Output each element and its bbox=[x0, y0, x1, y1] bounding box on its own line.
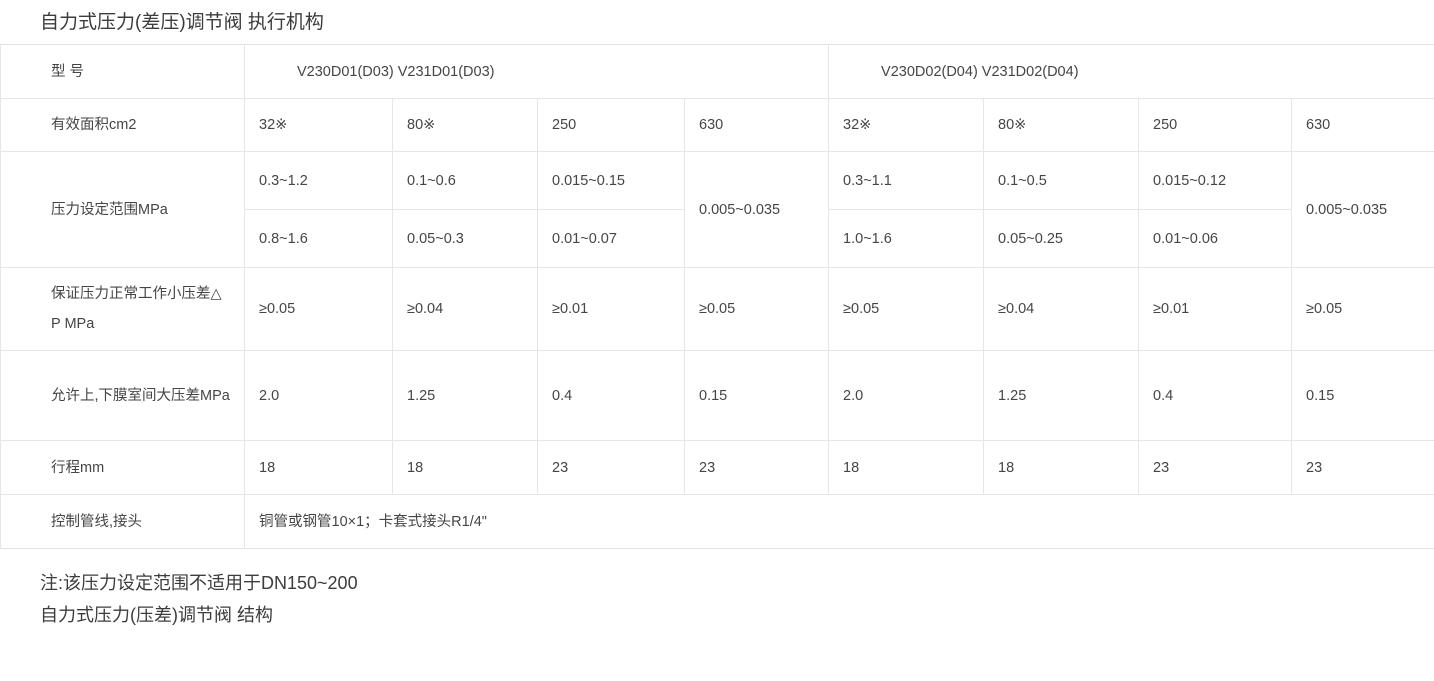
row-label-model: 型 号 bbox=[0, 44, 245, 99]
table-row-effective-area: 有效面积cm2 32※ 80※ 250 630 32※ 80※ 250 630 bbox=[0, 98, 1434, 152]
cell-allowed-max-dp-4: 0.15 bbox=[684, 350, 830, 441]
cell-stroke-8: 23 bbox=[1291, 440, 1434, 495]
cell-stroke-6: 18 bbox=[983, 440, 1140, 495]
cell-guaranteed-min-dp-8: ≥0.05 bbox=[1291, 267, 1434, 351]
cell-pressure-range-a-2: 0.1~0.6 bbox=[392, 151, 538, 210]
specification-table: 型 号 V230D01(D03) V231D01(D03) V230D02(D0… bbox=[0, 44, 1434, 549]
cell-pressure-range-b-5: 0.05~0.25 bbox=[983, 209, 1140, 268]
row-label-effective-area: 有效面积cm2 bbox=[0, 98, 245, 152]
cell-allowed-max-dp-3: 0.4 bbox=[537, 350, 685, 441]
cell-effective-area-1: 32※ bbox=[244, 98, 393, 152]
cell-effective-area-8: 630 bbox=[1291, 98, 1434, 152]
cell-pressure-range-a-1: 0.3~1.2 bbox=[244, 151, 393, 210]
footnote-pressure-range-note: 注:该压力设定范围不适用于DN150~200 bbox=[40, 573, 358, 593]
cell-guaranteed-min-dp-4: ≥0.05 bbox=[684, 267, 830, 351]
cell-allowed-max-dp-6: 1.25 bbox=[983, 350, 1140, 441]
cell-pressure-range-b-1: 0.8~1.6 bbox=[244, 209, 393, 268]
cell-guaranteed-min-dp-3: ≥0.01 bbox=[537, 267, 685, 351]
cell-stroke-2: 18 bbox=[392, 440, 538, 495]
table-row-pressure-range-upper: 压力设定范围MPa 0.3~1.2 0.1~0.6 0.015~0.15 0.0… bbox=[0, 151, 1434, 268]
cell-guaranteed-min-dp-7: ≥0.01 bbox=[1138, 267, 1293, 351]
table-row-control-piping: 控制管线,接头 铜管或钢管10×1；卡套式接头R1/4" bbox=[0, 494, 1434, 549]
cell-pressure-range-630-left: 0.005~0.035 bbox=[684, 151, 830, 268]
table-row-stroke: 行程mm 18 18 23 23 18 18 23 23 bbox=[0, 440, 1434, 495]
cell-allowed-max-dp-8: 0.15 bbox=[1291, 350, 1434, 441]
cell-stroke-5: 18 bbox=[828, 440, 985, 495]
cell-stroke-7: 23 bbox=[1138, 440, 1293, 495]
table-row-model: 型 号 V230D01(D03) V231D01(D03) V230D02(D0… bbox=[0, 44, 1434, 99]
cell-pressure-range-b-4: 1.0~1.6 bbox=[828, 209, 985, 268]
table-row-pressure-range-lower: 0.8~1.6 0.05~0.3 0.01~0.07 1.0~1.6 0.05~… bbox=[1, 209, 1434, 268]
cell-effective-area-5: 32※ bbox=[828, 98, 985, 152]
cell-effective-area-7: 250 bbox=[1138, 98, 1293, 152]
row-label-allowed-max-dp: 允许上,下膜室间大压差MPa bbox=[0, 350, 245, 441]
cell-stroke-4: 23 bbox=[684, 440, 830, 495]
cell-allowed-max-dp-5: 2.0 bbox=[828, 350, 985, 441]
cell-control-piping-value: 铜管或钢管10×1；卡套式接头R1/4" bbox=[244, 494, 1434, 549]
row-label-pressure-range: 压力设定范围MPa bbox=[0, 151, 245, 268]
row-label-guaranteed-min-dp: 保证压力正常工作小压差△P MPa bbox=[0, 267, 245, 351]
cell-allowed-max-dp-1: 2.0 bbox=[244, 350, 393, 441]
cell-pressure-range-b-2: 0.05~0.3 bbox=[392, 209, 538, 268]
cell-guaranteed-min-dp-2: ≥0.04 bbox=[392, 267, 538, 351]
cell-pressure-range-a-6: 0.015~0.12 bbox=[1138, 151, 1293, 210]
cell-pressure-range-630-right: 0.005~0.035 bbox=[1291, 151, 1434, 268]
page-title: 自力式压力(差压)调节阀 执行机构 bbox=[40, 12, 324, 33]
footnotes: 注:该压力设定范围不适用于DN150~200 自力式压力(压差)调节阀 结构 bbox=[0, 549, 1434, 631]
table-row-guaranteed-min-dp: 保证压力正常工作小压差△P MPa ≥0.05 ≥0.04 ≥0.01 ≥0.0… bbox=[0, 267, 1434, 351]
cell-stroke-1: 18 bbox=[244, 440, 393, 495]
row-label-control-piping: 控制管线,接头 bbox=[0, 494, 245, 549]
cell-pressure-range-a-5: 0.1~0.5 bbox=[983, 151, 1140, 210]
cell-pressure-range-b-3: 0.01~0.07 bbox=[537, 209, 685, 268]
footnote-next-section-title: 自力式压力(压差)调节阀 结构 bbox=[40, 605, 273, 625]
cell-guaranteed-min-dp-1: ≥0.05 bbox=[244, 267, 393, 351]
table-row-allowed-max-dp: 允许上,下膜室间大压差MPa 2.0 1.25 0.4 0.15 2.0 1.2… bbox=[0, 350, 1434, 441]
cell-allowed-max-dp-7: 0.4 bbox=[1138, 350, 1293, 441]
group-header-2: V230D02(D04) V231D02(D04) bbox=[828, 44, 1434, 99]
cell-pressure-range-a-4: 0.3~1.1 bbox=[828, 151, 985, 210]
cell-effective-area-2: 80※ bbox=[392, 98, 538, 152]
row-label-stroke: 行程mm bbox=[0, 440, 245, 495]
cell-effective-area-3: 250 bbox=[537, 98, 685, 152]
cell-allowed-max-dp-2: 1.25 bbox=[392, 350, 538, 441]
cell-effective-area-4: 630 bbox=[684, 98, 830, 152]
cell-stroke-3: 23 bbox=[537, 440, 685, 495]
group-header-1: V230D01(D03) V231D01(D03) bbox=[244, 44, 830, 99]
cell-pressure-range-b-6: 0.01~0.06 bbox=[1138, 209, 1293, 268]
cell-effective-area-6: 80※ bbox=[983, 98, 1140, 152]
cell-guaranteed-min-dp-6: ≥0.04 bbox=[983, 267, 1140, 351]
cell-guaranteed-min-dp-5: ≥0.05 bbox=[828, 267, 985, 351]
cell-pressure-range-a-3: 0.015~0.15 bbox=[537, 151, 685, 210]
